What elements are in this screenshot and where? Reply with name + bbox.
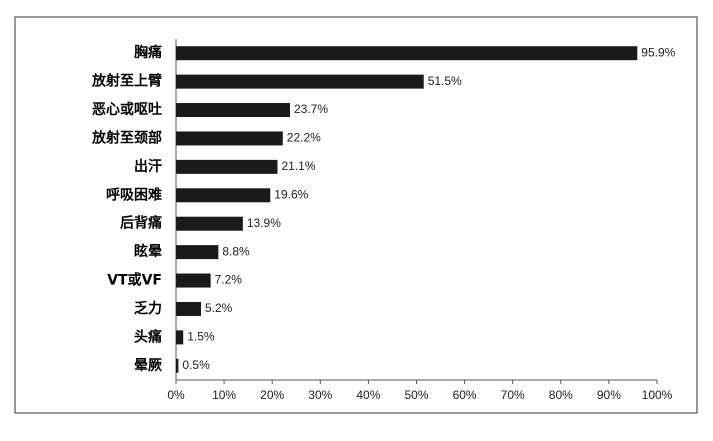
x-tick-label: 80% (549, 388, 573, 402)
value-label: 23.7% (294, 102, 328, 116)
x-tick-label: 0% (167, 388, 185, 402)
category-label: 乏力 (134, 300, 162, 317)
bar (176, 330, 184, 345)
bar (176, 273, 211, 288)
value-label: 7.2% (215, 273, 243, 287)
x-tick-label: 20% (260, 388, 284, 402)
category-label: 放射至上臂 (91, 73, 162, 90)
category-label: VT或VF (107, 272, 162, 289)
bar (176, 216, 243, 231)
bar (176, 46, 638, 61)
category-label: 晕厥 (134, 358, 162, 374)
value-label: 95.9% (641, 45, 675, 59)
bar (176, 74, 424, 89)
x-tick-label: 90% (597, 388, 621, 402)
category-label: 放射至颈部 (91, 129, 162, 146)
value-label: 8.8% (222, 244, 250, 258)
x-tick-label: 100% (642, 388, 673, 402)
x-tick-label: 40% (356, 388, 380, 402)
x-tick-label: 70% (501, 388, 525, 402)
x-tick-label: 30% (308, 388, 332, 402)
x-tick-label: 50% (404, 388, 428, 402)
x-tick-label: 60% (453, 388, 477, 402)
value-label: 51.5% (428, 74, 462, 88)
bar (176, 358, 179, 373)
value-label: 0.5% (182, 358, 210, 372)
category-label: 头痛 (134, 328, 162, 345)
value-label: 22.2% (287, 131, 321, 145)
bar (176, 131, 283, 146)
value-label: 21.1% (281, 159, 315, 173)
value-label: 1.5% (187, 330, 215, 344)
category-label: 出汗 (134, 158, 162, 175)
bar (176, 245, 219, 260)
category-label: 胸痛 (134, 44, 162, 61)
value-label: 5.2% (205, 301, 233, 315)
bar (176, 301, 202, 316)
x-tick-label: 10% (212, 388, 236, 402)
category-label: 呼吸困难 (106, 186, 162, 203)
value-label: 13.9% (247, 216, 281, 230)
category-label: 后背痛 (120, 215, 162, 232)
category-label: 眩晕 (134, 243, 162, 260)
bar (176, 188, 271, 203)
category-label: 恶心或呕吐 (92, 101, 162, 118)
value-label: 19.6% (274, 187, 308, 201)
bar (176, 103, 290, 118)
bar (176, 159, 278, 174)
